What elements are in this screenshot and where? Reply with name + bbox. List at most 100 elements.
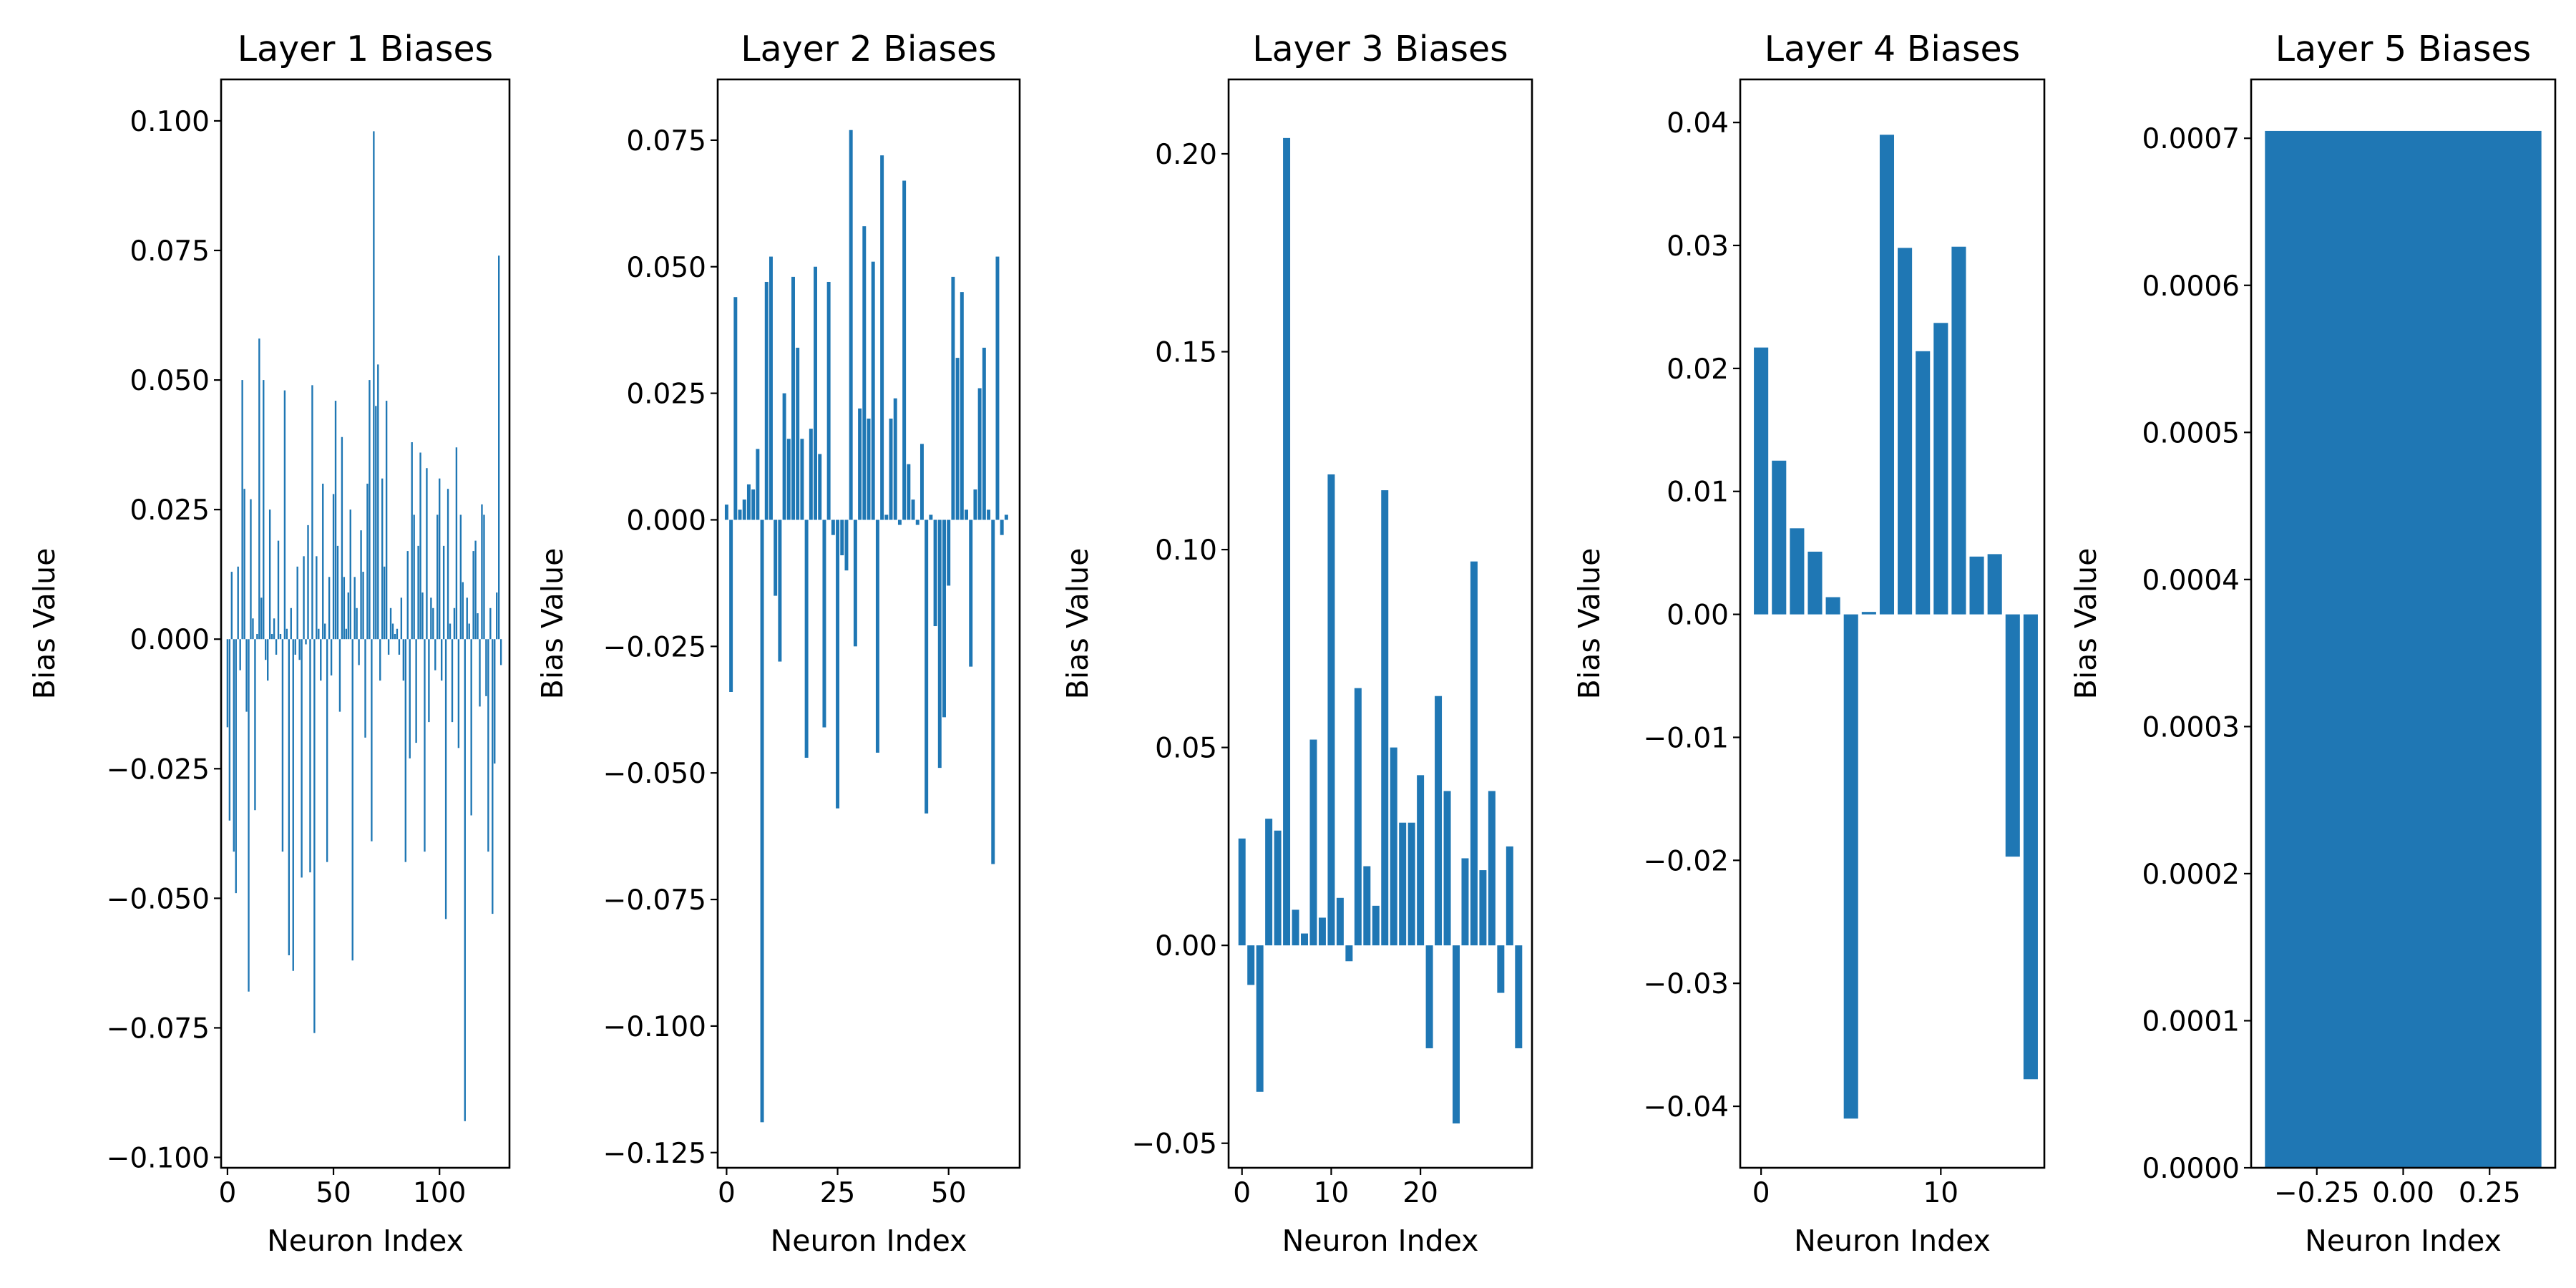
- bar: [334, 401, 337, 640]
- bar: [786, 439, 791, 520]
- x-axis-ticks: −0.25 0.00 0.25: [2274, 1168, 2521, 1209]
- bar: [1390, 747, 1397, 946]
- bar: [929, 514, 933, 520]
- bar: [440, 639, 443, 681]
- bar: [1318, 917, 1326, 946]
- bar: [430, 597, 432, 640]
- x-axis-ticks: 0 25 50: [718, 1168, 967, 1209]
- y-tick-label: 0.10: [1155, 535, 1217, 567]
- bar: [818, 454, 822, 520]
- bar: [387, 639, 390, 655]
- bar: [1417, 775, 1425, 946]
- x-axis-label: Neuron Index: [267, 1224, 464, 1258]
- bar: [356, 608, 358, 640]
- bar: [774, 519, 778, 596]
- y-tick-label: 0.075: [130, 235, 210, 268]
- bar: [436, 514, 439, 640]
- y-tick-label: −0.050: [603, 758, 706, 790]
- bar: [1453, 945, 1460, 1124]
- bar: [286, 628, 288, 640]
- bar: [349, 509, 351, 640]
- bar: [419, 452, 421, 640]
- y-tick-label: 0.000: [130, 624, 210, 656]
- plot-frame: [716, 78, 1021, 1169]
- bar: [778, 519, 782, 662]
- bar: [301, 639, 303, 878]
- bar: [862, 226, 867, 520]
- bar: [1497, 945, 1505, 993]
- bar: [489, 608, 492, 640]
- bar: [241, 380, 243, 640]
- y-tick-label: 0.0005: [2142, 417, 2240, 449]
- chart-title: Layer 4 Biases: [1765, 29, 2020, 69]
- bar: [496, 592, 498, 640]
- bar: [1861, 612, 1876, 615]
- bar: [826, 281, 831, 520]
- x-tick-label: 25: [820, 1177, 856, 1209]
- bar: [292, 639, 294, 971]
- bar: [1363, 866, 1371, 946]
- bar: [288, 639, 291, 956]
- bar: [326, 639, 328, 862]
- bar: [782, 393, 786, 520]
- y-tick-label: −0.050: [107, 883, 210, 915]
- bar: [260, 597, 263, 640]
- bar: [907, 464, 911, 520]
- bar: [322, 483, 324, 640]
- bar: [840, 519, 844, 555]
- bar: [1000, 519, 1004, 535]
- bar: [256, 633, 258, 640]
- bar: [942, 519, 946, 718]
- bar: [239, 639, 241, 670]
- bar: [960, 292, 964, 520]
- bar: [1309, 739, 1317, 946]
- x-tick-label: 0.25: [2459, 1177, 2521, 1209]
- y-axis-ticks: −0.04 −0.03 −0.02 −0.01 0.00 0.01 0.02 0.03 0.04: [1643, 107, 1740, 1123]
- x-tick-label: 0: [1233, 1177, 1251, 1209]
- bar: [281, 639, 284, 852]
- bar: [270, 633, 273, 640]
- bar: [290, 608, 292, 640]
- bar: [1336, 897, 1344, 946]
- bar: [400, 597, 403, 640]
- y-tick-label: 0.0004: [2142, 565, 2240, 597]
- bar: [849, 130, 853, 520]
- bar: [434, 639, 436, 670]
- bar: [893, 398, 897, 520]
- bar: [987, 509, 991, 520]
- bar: [1754, 347, 1769, 615]
- bar: [248, 639, 250, 992]
- bar: [417, 545, 419, 640]
- bar: [228, 639, 231, 821]
- bar: [911, 499, 915, 520]
- x-axis-label: Neuron Index: [1282, 1224, 1479, 1258]
- y-tick-label: 0.0007: [2142, 123, 2240, 155]
- bar: [313, 639, 316, 1033]
- bar: [1274, 830, 1282, 946]
- bar: [328, 577, 331, 640]
- bar: [871, 261, 875, 520]
- bar: [2005, 614, 2020, 857]
- bar: [389, 608, 392, 640]
- y-tick-label: −0.04: [1643, 1091, 1729, 1123]
- bar: [947, 519, 951, 586]
- bar: [485, 639, 487, 696]
- bar: [800, 439, 804, 520]
- bar-series: [226, 131, 502, 1121]
- bar: [371, 639, 373, 841]
- bar: [373, 131, 375, 640]
- bar: [487, 639, 489, 852]
- bar: [233, 639, 235, 852]
- bar: [411, 442, 413, 640]
- bar: [836, 519, 840, 809]
- bar: [455, 447, 458, 640]
- bar: [1301, 933, 1308, 946]
- bar: [746, 484, 751, 520]
- bar: [955, 358, 960, 520]
- bar: [756, 449, 760, 520]
- bar: [369, 380, 371, 640]
- bar: [933, 519, 937, 627]
- panel-layer-3: 0 10 20 −0.05 0.00 0.05 0.10 0.15 0.20 Layer 3 …: [1060, 29, 1533, 1258]
- bar: [428, 639, 430, 723]
- bar: [844, 519, 849, 571]
